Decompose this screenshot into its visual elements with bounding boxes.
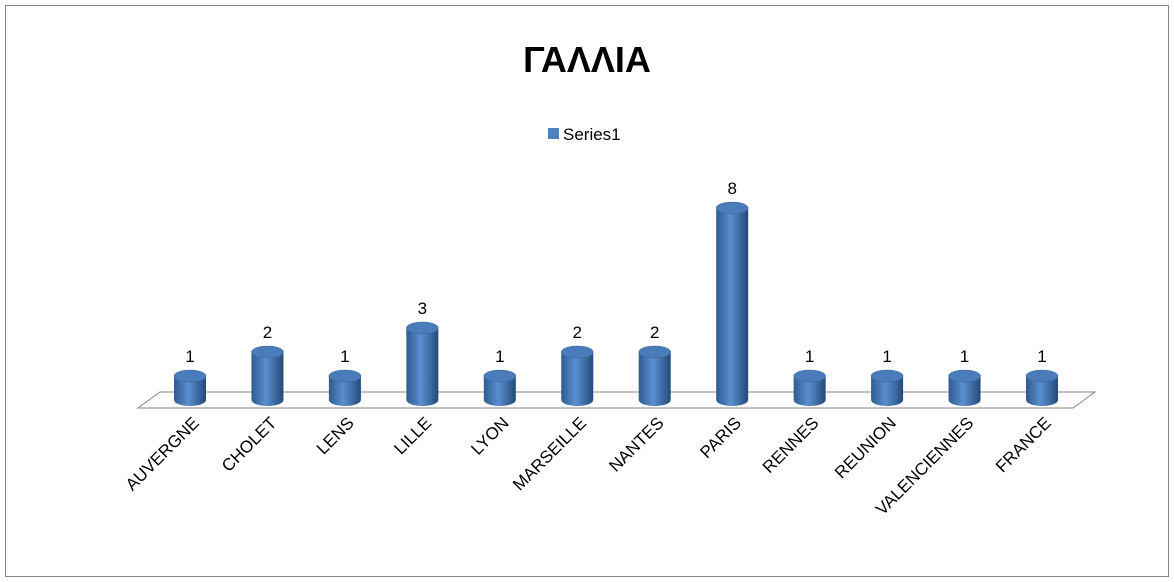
bar-top: [1025, 369, 1059, 383]
bar: [328, 376, 361, 407]
data-label: 1: [1037, 347, 1046, 366]
data-label: 1: [805, 347, 814, 366]
bar: [793, 376, 826, 407]
bar-top: [251, 345, 284, 359]
bar-top: [715, 201, 749, 215]
data-label: 8: [727, 179, 736, 198]
data-label: 1: [185, 347, 194, 366]
bar-top: [406, 321, 439, 335]
bar-top: [638, 345, 671, 359]
bar-top: [793, 369, 826, 383]
data-label: 1: [340, 347, 349, 366]
data-label: 1: [960, 347, 969, 366]
legend-swatch: [548, 128, 559, 139]
chart-title: ΓΑΛΛΙΑ: [523, 39, 651, 80]
data-label: 2: [650, 323, 659, 342]
data-label: 2: [263, 323, 272, 342]
bar-top: [561, 345, 594, 359]
floor: [136, 391, 1097, 409]
bar: [871, 376, 904, 407]
bar: [638, 352, 671, 407]
data-label: 3: [418, 299, 427, 318]
bar: [948, 376, 981, 407]
legend-label: Series1: [563, 125, 621, 144]
bar-top: [870, 369, 904, 383]
data-label: 1: [882, 347, 891, 366]
bar: [251, 352, 284, 406]
data-label: 2: [573, 323, 582, 342]
bar-top: [948, 369, 981, 383]
chart-border: [5, 5, 1169, 577]
bar: [483, 376, 516, 407]
bar: [174, 376, 206, 406]
bar: [1026, 376, 1058, 406]
bar: [561, 352, 594, 407]
bar-top: [173, 369, 207, 383]
bar-top: [483, 369, 517, 383]
bar: [406, 328, 439, 407]
data-label: 1: [495, 347, 504, 366]
bar-top: [328, 369, 362, 383]
bar: [716, 208, 749, 407]
